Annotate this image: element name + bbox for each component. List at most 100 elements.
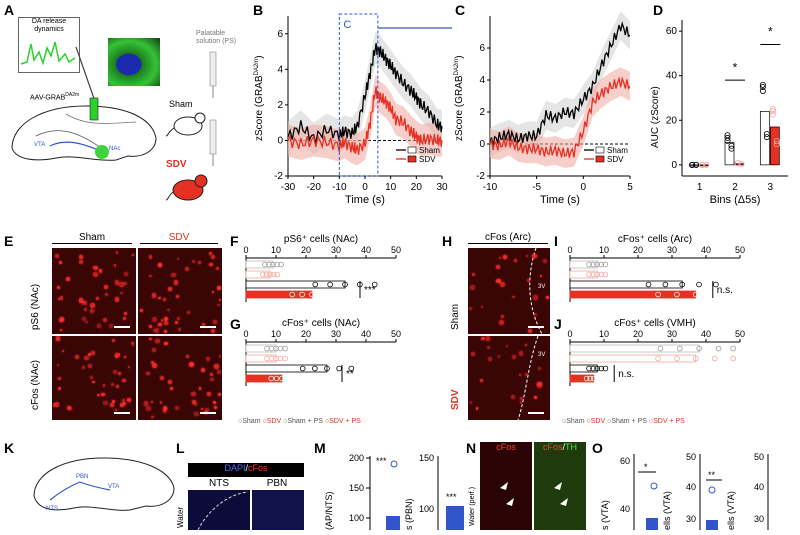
F-tick-label: 50 (391, 245, 401, 255)
J-point (730, 345, 737, 352)
m-tick2-100: 100 (419, 504, 434, 514)
cell-signal-dot (99, 269, 103, 273)
panel-label-g: G (230, 316, 241, 332)
d-ytick-label: 0 (671, 160, 677, 171)
J-point (730, 355, 737, 362)
F-point (329, 291, 335, 298)
svg-text:VTA: VTA (108, 484, 119, 490)
F-point (319, 291, 325, 298)
J-point (583, 375, 590, 382)
cell-signal-dot (210, 328, 216, 334)
cell-signal-dot (472, 273, 476, 277)
I-point (598, 261, 605, 268)
J-tick-label: 40 (701, 329, 711, 339)
cell-signal-dot (527, 279, 530, 282)
cell-signal-dot (533, 395, 538, 399)
cell-signal-dot (176, 316, 181, 321)
cell-signal-dot (217, 286, 221, 290)
brain-histology-image (108, 38, 160, 86)
cell-signal-dot (102, 317, 108, 323)
cell-signal-dot (185, 266, 190, 271)
cell-signal-dot (192, 399, 197, 404)
o-tick3-50: 50 (754, 452, 764, 462)
J-point (711, 355, 718, 362)
cell-signal-dot (475, 407, 479, 410)
d-point (728, 142, 735, 149)
d-bar-sham-1 (689, 164, 700, 167)
o-tick3-30: 30 (754, 514, 764, 524)
cell-signal-dot (470, 284, 476, 290)
J-point (590, 375, 597, 382)
G-point (299, 365, 306, 372)
cell-signal-dot (143, 401, 148, 406)
I-tick-label: 10 (599, 245, 609, 255)
cell-signal-dot (191, 391, 197, 397)
cell-signal-dot (164, 342, 168, 346)
C-xtick-label: -5 (532, 182, 541, 193)
panel-label-j: J (554, 316, 562, 332)
da-release-box: DA release dynamics (18, 17, 80, 73)
cell-signal-dot (101, 392, 105, 397)
cell-signal-dot (217, 393, 221, 397)
G-point (348, 365, 355, 372)
I-point (590, 261, 596, 268)
b-inset-box (338, 13, 379, 177)
h-row-sham: Sham (450, 303, 461, 330)
d-point (724, 134, 731, 141)
legend-fg-sham: ○Sham (238, 418, 261, 425)
d-ytick-label: 40 (666, 71, 678, 82)
J-tick-label: 0 (567, 329, 572, 339)
cell-signal-dot (158, 322, 162, 327)
B-legend-label: Sham (419, 146, 440, 155)
n-image-cfos: cFos (480, 442, 532, 530)
h-image-sdv: 3V (468, 336, 550, 420)
G-tick-label: 30 (331, 329, 341, 339)
cell-signal-dot (164, 330, 168, 333)
cell-signal-dot (82, 300, 88, 306)
l-col-nts: NTS (209, 478, 229, 489)
legend-fg: ○Sham ○SDV ○Sham + PS ○SDV + PS (238, 418, 361, 425)
third-ventricle-outline-sdv: 3V (517, 336, 545, 420)
m-sig-2: *** (446, 492, 457, 502)
I-tick-label: 0 (567, 245, 572, 255)
o-ylabel-1: s (VTA) (600, 500, 610, 530)
I-point (655, 291, 661, 298)
G-point (273, 375, 280, 382)
cell-signal-dot (149, 337, 152, 341)
I-sig: n.s. (717, 285, 733, 296)
d-xtick-label: 1 (697, 182, 703, 193)
cell-signal-dot (123, 281, 127, 286)
cell-signal-dot (114, 409, 117, 412)
G-sig: ** (346, 369, 354, 380)
J-tick-label: 50 (735, 329, 745, 339)
o-tick2-50: 50 (686, 452, 696, 462)
J-point (594, 365, 600, 372)
m-tick-150: 150 (349, 483, 364, 493)
cell-signal-dot (57, 386, 61, 391)
cell-signal-dot (111, 382, 115, 387)
B-legend-swatch (407, 146, 417, 154)
F-tick-label: 30 (331, 245, 341, 255)
I-point (662, 281, 669, 288)
d-point (728, 145, 735, 152)
F-point (259, 271, 266, 278)
cell-signal-dot (93, 272, 98, 278)
cell-signal-dot (209, 251, 213, 255)
d-ylabel: AUC (zScore) (650, 86, 661, 148)
cell-signal-dot (171, 272, 176, 278)
cell-signal-dot (537, 382, 543, 388)
F-point (270, 261, 276, 268)
cell-signal-dot (78, 298, 84, 303)
svg-text:VTA: VTA (34, 142, 45, 148)
cell-signal-dot (150, 400, 154, 404)
cell-signal-dot (119, 402, 124, 407)
F-point (299, 291, 305, 298)
cell-signal-dot (512, 355, 516, 359)
cell-signal-dot (131, 253, 135, 257)
G-point (279, 375, 285, 382)
cell-signal-dot (79, 254, 84, 259)
cell-signal-dot (201, 368, 205, 372)
legend-fg-sdv-ps: ○SDV + PS (324, 418, 361, 425)
B-xtick-label: -30 (281, 182, 296, 193)
d-point (769, 105, 776, 112)
